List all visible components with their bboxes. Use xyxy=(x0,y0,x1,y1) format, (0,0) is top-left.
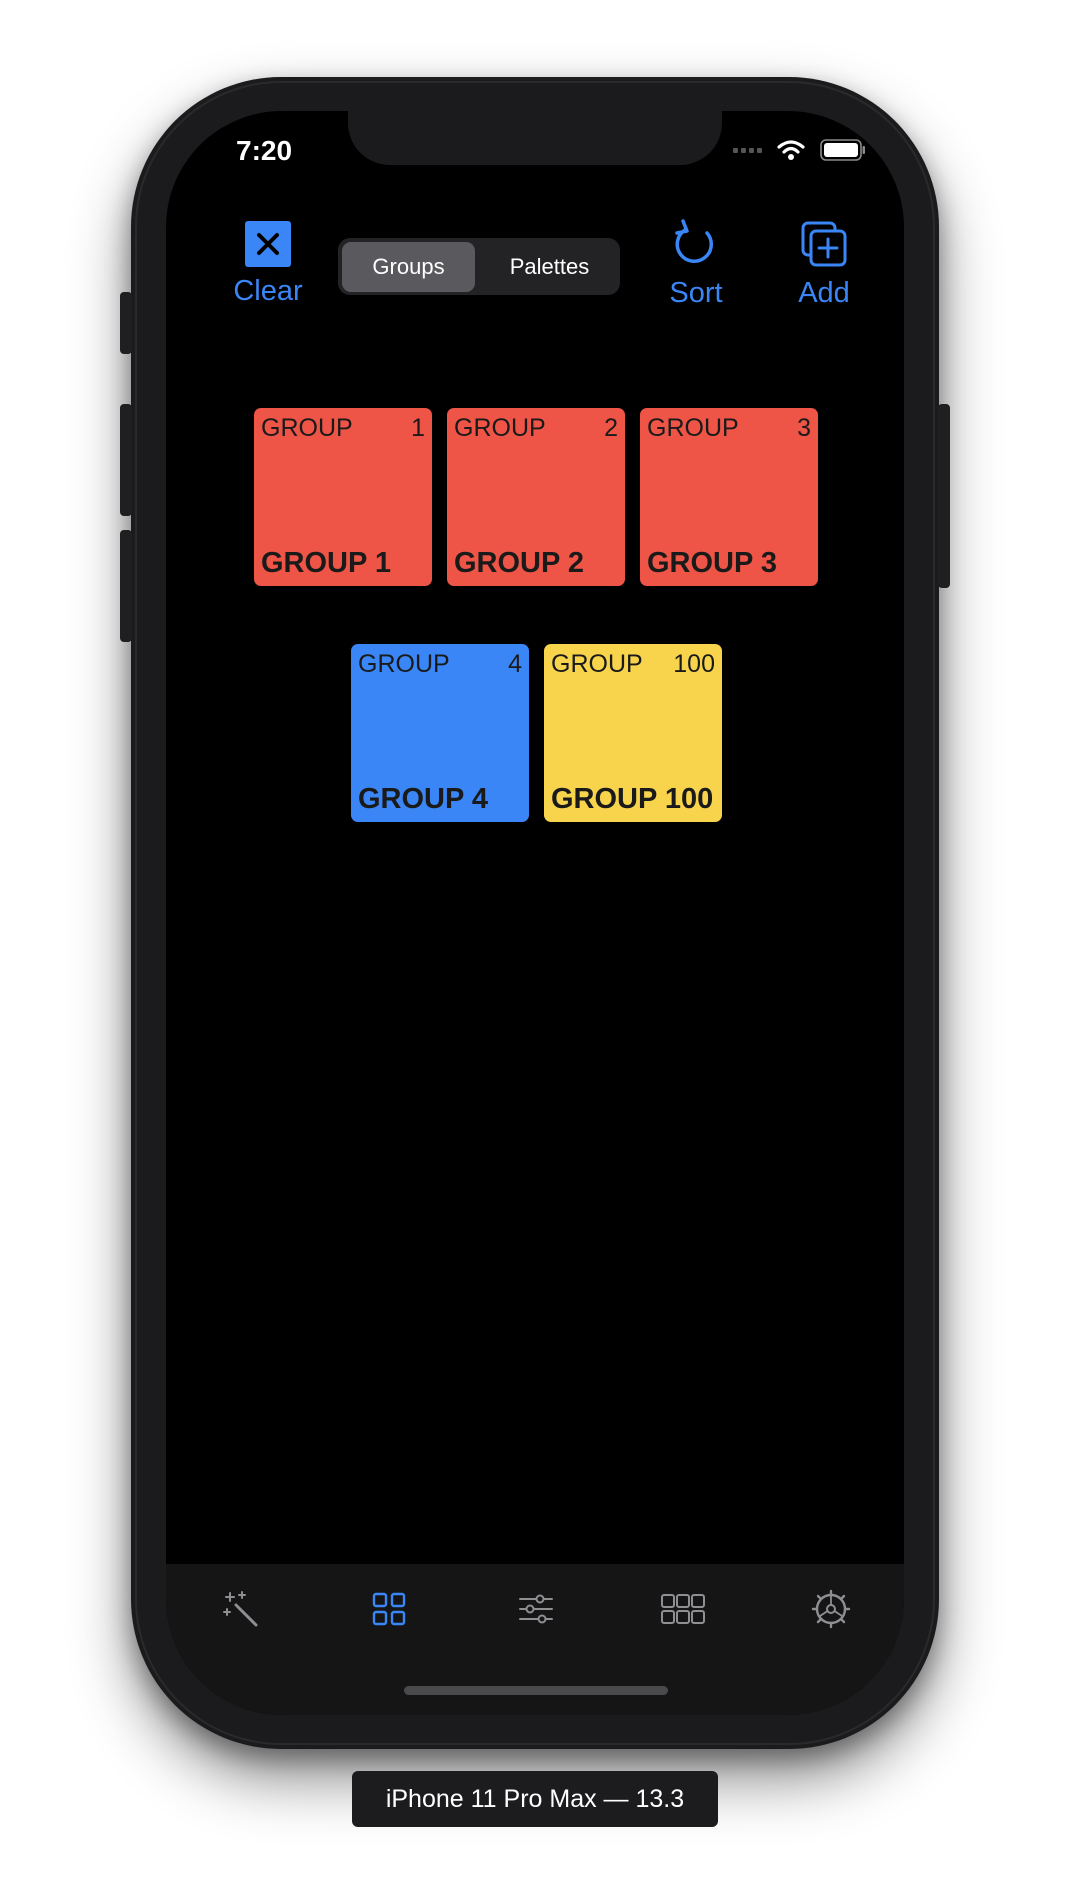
refresh-arrow-icon xyxy=(675,219,713,263)
notch xyxy=(348,111,722,165)
group-title: GROUP 2 xyxy=(454,547,585,579)
grid-icon xyxy=(372,1592,406,1626)
group-prefix: GROUP xyxy=(358,650,450,678)
status-time: 7:20 xyxy=(236,135,293,166)
segment-groups[interactable]: Groups xyxy=(342,241,475,292)
group-tile[interactable]: GROUP 100 GROUP 100 xyxy=(544,644,722,822)
group-number: 100 xyxy=(673,650,715,678)
cellular-signal-icon xyxy=(733,147,762,153)
wifi-icon xyxy=(777,140,805,160)
tab-palettes[interactable] xyxy=(659,1589,707,1629)
group-title: GROUP 1 xyxy=(261,547,392,579)
group-prefix: GROUP xyxy=(261,414,353,442)
segmented-control[interactable]: Groups Palettes xyxy=(338,238,620,295)
sort-label: Sort xyxy=(669,277,723,309)
volume-down-button xyxy=(120,530,132,642)
clear-button[interactable]: Clear xyxy=(218,221,318,308)
sort-button[interactable]: Sort xyxy=(646,219,746,310)
group-tile[interactable]: GROUP 1 GROUP 1 xyxy=(254,408,432,586)
screen: 7:20 Clear Groups Palettes Sor xyxy=(166,111,904,1715)
magic-wand-icon xyxy=(223,1591,258,1627)
mute-switch xyxy=(120,292,132,354)
clear-label: Clear xyxy=(233,275,303,307)
group-tile[interactable]: GROUP 3 GROUP 3 xyxy=(640,408,818,586)
status-icons xyxy=(733,139,866,161)
group-prefix: GROUP xyxy=(551,650,643,678)
group-number: 4 xyxy=(508,650,522,678)
group-title: GROUP 100 xyxy=(551,783,714,815)
group-prefix: GROUP xyxy=(454,414,546,442)
add-copy-icon xyxy=(801,221,847,267)
group-tile[interactable]: GROUP 4 GROUP 4 xyxy=(351,644,529,822)
add-label: Add xyxy=(798,277,850,309)
palette-grid-icon xyxy=(661,1594,705,1624)
segment-palettes[interactable]: Palettes xyxy=(509,253,590,279)
home-indicator[interactable] xyxy=(404,1686,668,1695)
sliders-icon xyxy=(519,1594,553,1624)
group-tile[interactable]: GROUP 2 GROUP 2 xyxy=(447,408,625,586)
group-number: 2 xyxy=(604,414,618,442)
group-number: 1 xyxy=(411,414,425,442)
group-title: GROUP 3 xyxy=(647,547,778,579)
group-prefix: GROUP xyxy=(647,414,739,442)
tab-settings[interactable] xyxy=(811,1589,851,1629)
battery-icon xyxy=(820,139,865,161)
close-square-icon xyxy=(245,221,291,267)
tab-controls[interactable] xyxy=(516,1589,556,1629)
add-button[interactable]: Add xyxy=(774,219,874,310)
gear-icon xyxy=(811,1589,851,1629)
group-number: 3 xyxy=(797,414,811,442)
power-button xyxy=(938,404,950,588)
tab-groups[interactable] xyxy=(369,1589,409,1629)
simulator-device-label: iPhone 11 Pro Max — 13.3 xyxy=(352,1771,718,1827)
tab-effects[interactable] xyxy=(222,1589,262,1629)
group-title: GROUP 4 xyxy=(358,783,489,815)
volume-up-button xyxy=(120,404,132,516)
